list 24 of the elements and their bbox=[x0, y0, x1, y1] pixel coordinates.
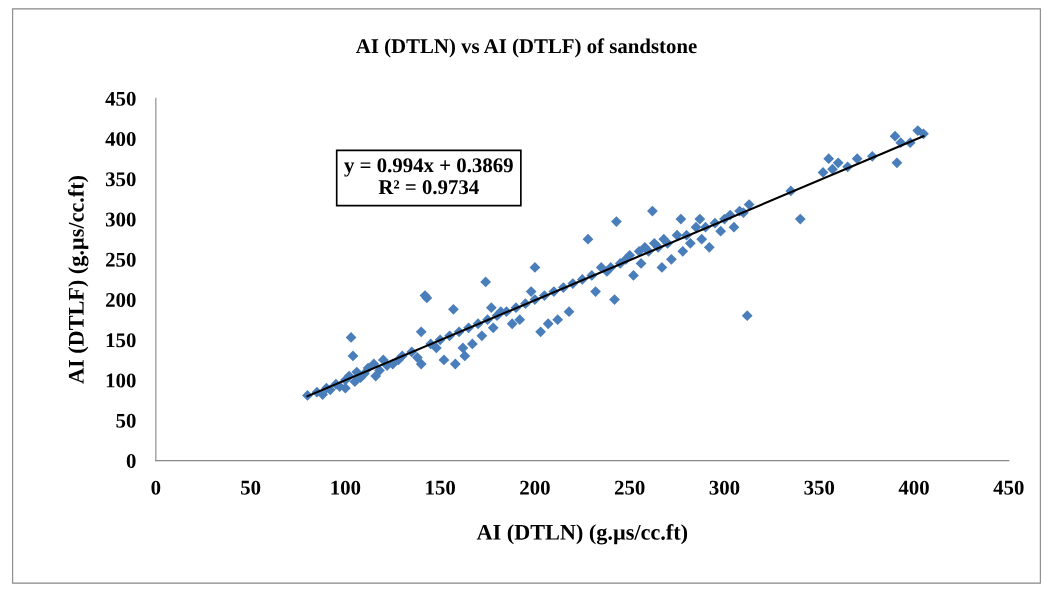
x-tick-label: 450 bbox=[993, 480, 1024, 495]
y-tick-label: 50 bbox=[116, 413, 136, 428]
x-tick-label: 350 bbox=[804, 480, 835, 495]
y-tick-label: 350 bbox=[105, 172, 136, 187]
x-tick-label: 200 bbox=[520, 480, 550, 495]
x-tick-label: 150 bbox=[426, 480, 455, 495]
y-tick-label: 450 bbox=[105, 91, 136, 106]
chart-title: AI (DTLN) vs AI (DTLF) of sandstone bbox=[355, 38, 697, 58]
x-tick-label: 0 bbox=[151, 480, 161, 495]
y-tick-label: 100 bbox=[106, 373, 136, 388]
y-axis-title: AI (DTLF) (g.µs/cc.ft) bbox=[67, 175, 89, 384]
y-tick-label: 150 bbox=[106, 333, 136, 348]
y-tick-label: 200 bbox=[106, 292, 136, 308]
x-tick-label: 400 bbox=[898, 480, 929, 495]
y-tick-label: 400 bbox=[105, 131, 136, 147]
x-tick-label: 50 bbox=[241, 480, 261, 495]
annotation: y = 0.994x + 0.3869 R² = 0.9734 bbox=[344, 158, 513, 195]
y-tick-label: 0 bbox=[126, 453, 136, 469]
x-tick-label: 300 bbox=[709, 480, 740, 495]
x-tick-label: 100 bbox=[331, 480, 361, 495]
x-tick-label: 250 bbox=[614, 480, 645, 495]
x-axis-title: AI (DTLN) (g.µs/cc.ft) bbox=[476, 523, 688, 545]
y-tick-label: 300 bbox=[105, 212, 136, 227]
y-tick-label: 250 bbox=[106, 252, 136, 267]
